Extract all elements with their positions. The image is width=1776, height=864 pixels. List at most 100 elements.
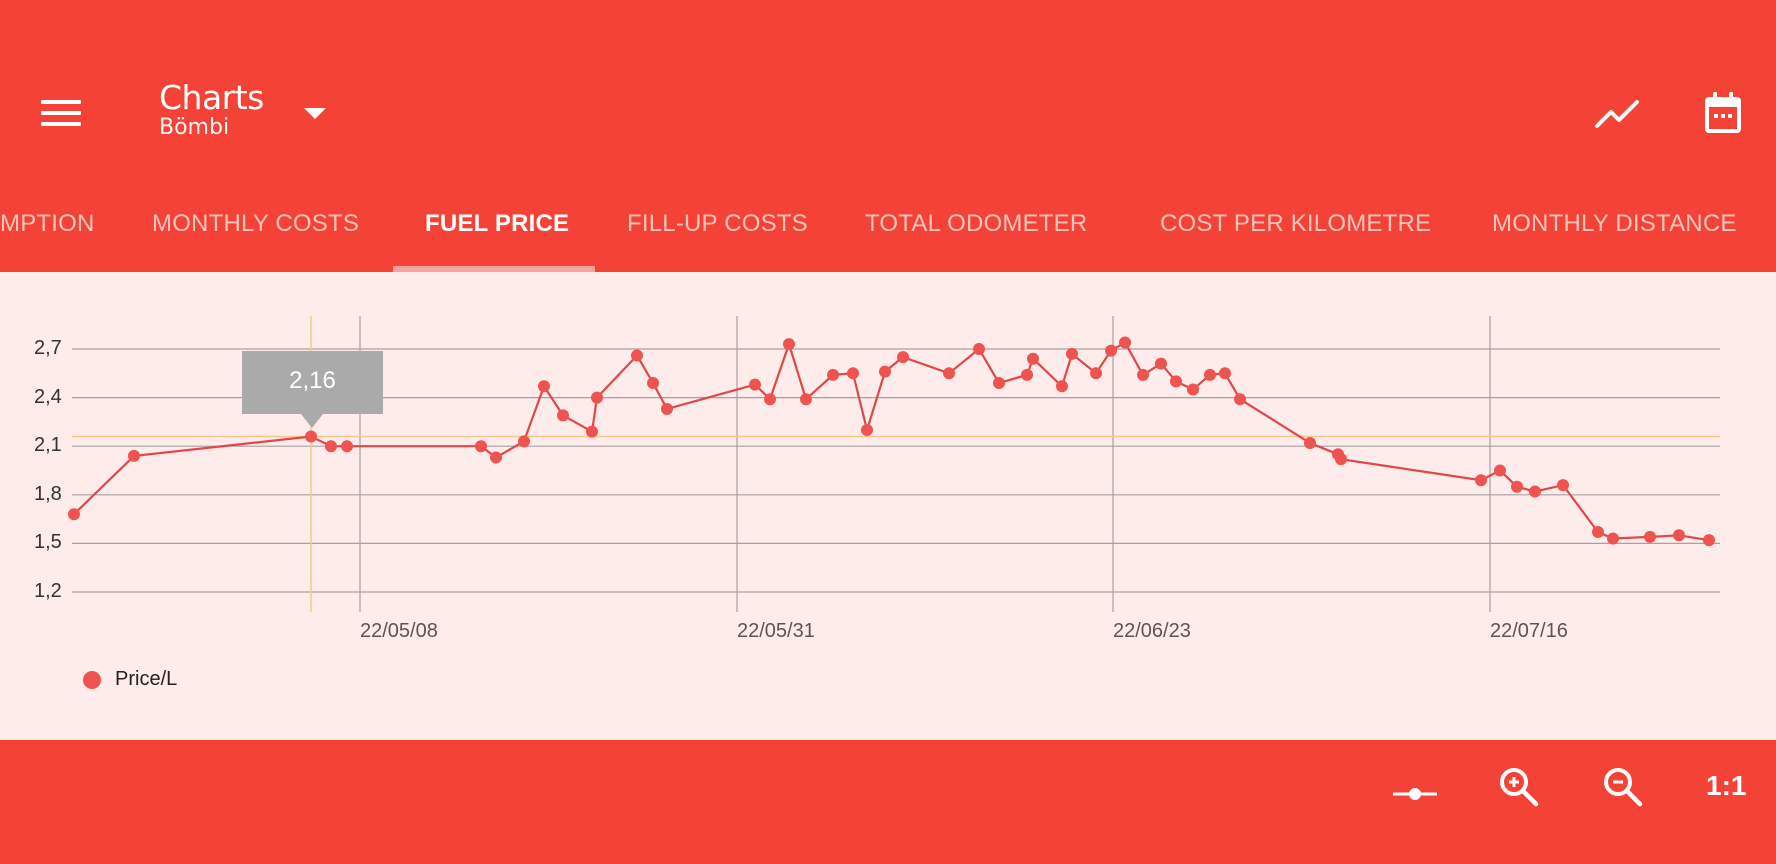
data-point[interactable] <box>847 367 859 380</box>
data-point[interactable] <box>1529 485 1541 498</box>
data-point[interactable] <box>341 440 353 453</box>
tab-bar: MPTION MONTHLY COSTS FUEL PRICE FILL-UP … <box>0 180 1776 272</box>
data-point[interactable] <box>1475 474 1487 487</box>
tab-consumption[interactable]: MPTION <box>0 210 95 237</box>
tab-indicator <box>393 266 595 272</box>
data-point[interactable] <box>879 365 891 378</box>
chart-area[interactable] <box>0 272 1776 740</box>
legend: Price/L <box>83 668 177 691</box>
tab-fill-up-costs[interactable]: FILL-UP COSTS <box>627 210 808 237</box>
data-point[interactable] <box>943 367 955 380</box>
data-point[interactable] <box>305 430 317 443</box>
reset-zoom-button[interactable]: 1:1 <box>1706 770 1747 801</box>
hamburger-menu-icon <box>41 100 81 104</box>
legend-dot-icon <box>83 670 101 689</box>
bottom-toolbar: 1:1 <box>0 740 1776 864</box>
data-point[interactable] <box>1105 344 1117 357</box>
data-point[interactable] <box>993 377 1005 390</box>
data-point[interactable] <box>557 409 569 422</box>
data-point[interactable] <box>783 338 795 351</box>
data-point[interactable] <box>538 380 550 393</box>
data-point[interactable] <box>1219 367 1231 380</box>
data-point[interactable] <box>647 377 659 390</box>
menu-button[interactable] <box>38 92 88 132</box>
data-point[interactable] <box>1673 529 1685 542</box>
data-point[interactable] <box>800 393 812 406</box>
y-tick-label: 2,1 <box>34 434 62 457</box>
tab-fuel-price[interactable]: FUEL PRICE <box>425 210 570 237</box>
data-point[interactable] <box>1187 383 1199 396</box>
trend-line-button[interactable] <box>1594 96 1640 134</box>
data-point[interactable] <box>1494 464 1506 477</box>
data-point[interactable] <box>1119 336 1131 349</box>
data-point[interactable] <box>475 440 487 453</box>
zoom-in-button[interactable] <box>1498 766 1540 812</box>
data-point[interactable] <box>1204 368 1216 381</box>
data-point[interactable] <box>749 378 761 391</box>
data-point[interactable] <box>827 368 839 381</box>
zoom-in-icon <box>1500 768 1539 807</box>
price-data-points[interactable] <box>68 336 1715 547</box>
data-point[interactable] <box>591 391 603 404</box>
data-point[interactable] <box>1137 368 1149 381</box>
tab-monthly-distance[interactable]: MONTHLY DISTANCE <box>1492 210 1737 237</box>
x-tick-label: 22/05/08 <box>360 620 438 642</box>
data-point[interactable] <box>1021 368 1033 381</box>
x-tick-label: 22/06/23 <box>1113 620 1191 642</box>
x-tick-label: 22/07/16 <box>1490 620 1568 642</box>
vertical-gridlines <box>359 316 1491 612</box>
data-point[interactable] <box>1090 367 1102 380</box>
calendar-button[interactable] <box>1702 90 1744 140</box>
data-point[interactable] <box>1170 375 1182 388</box>
data-point[interactable] <box>1234 393 1246 406</box>
data-point[interactable] <box>1557 479 1569 492</box>
fuel-price-chart[interactable] <box>0 272 1776 740</box>
x-tick-label: 22/05/31 <box>737 620 815 642</box>
tab-cost-per-kilometre[interactable]: COST PER KILOMETRE <box>1160 210 1432 237</box>
data-point[interactable] <box>764 393 776 406</box>
data-point[interactable] <box>1027 352 1039 365</box>
data-point[interactable] <box>586 425 598 438</box>
y-tick-label: 1,5 <box>34 531 62 554</box>
y-tick-label: 2,7 <box>34 337 62 359</box>
zoom-out-button[interactable] <box>1602 766 1644 812</box>
data-point[interactable] <box>490 451 502 464</box>
data-point[interactable] <box>661 402 673 415</box>
vehicle-name: Bömbi <box>159 115 230 140</box>
slider-icon <box>1393 788 1437 800</box>
data-point[interactable] <box>1607 532 1619 545</box>
y-tick-label: 1,2 <box>34 580 62 602</box>
vehicle-selector[interactable]: Charts Bömbi <box>159 80 264 140</box>
legend-label: Price/L <box>115 668 178 690</box>
zoom-out-icon <box>1604 768 1643 807</box>
data-point[interactable] <box>1066 347 1078 360</box>
y-tick-label: 2,4 <box>34 385 62 408</box>
page-title: Charts <box>159 78 264 117</box>
data-point[interactable] <box>631 349 643 362</box>
toolbar: Charts Bömbi <box>0 0 1776 180</box>
data-point[interactable] <box>973 343 985 355</box>
data-point[interactable] <box>1304 436 1316 449</box>
data-point[interactable] <box>861 424 873 436</box>
data-point[interactable] <box>128 449 140 462</box>
data-point[interactable] <box>1056 380 1068 393</box>
data-point[interactable] <box>1335 453 1347 466</box>
data-point[interactable] <box>325 440 337 453</box>
data-point[interactable] <box>1703 534 1715 547</box>
dropdown-arrow-icon[interactable] <box>304 108 326 119</box>
hamburger-menu-icon-bar <box>41 122 81 126</box>
y-tick-label: 1,8 <box>34 482 62 505</box>
data-point[interactable] <box>897 351 909 364</box>
tab-total-odometer[interactable]: TOTAL ODOMETER <box>865 210 1088 237</box>
tab-monthly-costs[interactable]: MONTHLY COSTS <box>152 210 360 237</box>
app-bar: Charts Bömbi MPTION MONTHLY COSTS FUEL P… <box>0 0 1776 272</box>
data-point[interactable] <box>1155 357 1167 370</box>
trend-line-icon <box>1595 100 1639 128</box>
hamburger-menu-icon-bar <box>41 111 81 115</box>
data-point[interactable] <box>518 435 530 448</box>
data-point[interactable] <box>1511 480 1523 493</box>
data-point[interactable] <box>68 508 80 521</box>
data-point[interactable] <box>1644 530 1656 543</box>
data-point[interactable] <box>1592 526 1604 539</box>
line-mode-button[interactable] <box>1392 784 1438 808</box>
